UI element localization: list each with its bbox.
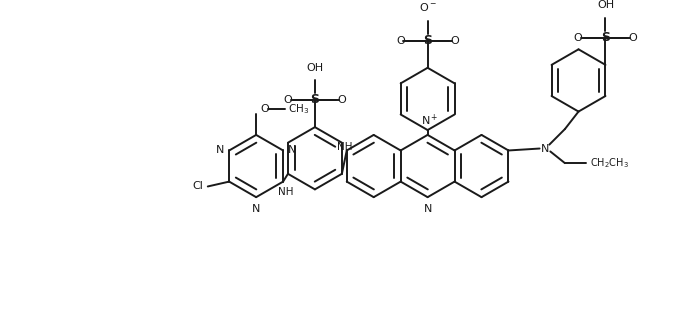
Text: N: N: [252, 204, 260, 214]
Text: O: O: [396, 36, 405, 46]
Text: N: N: [288, 145, 297, 156]
Text: CH$_3$: CH$_3$: [288, 102, 310, 116]
Text: NH: NH: [336, 142, 352, 153]
Text: N: N: [541, 144, 549, 153]
Text: CH$_2$CH$_3$: CH$_2$CH$_3$: [590, 156, 629, 170]
Text: O: O: [451, 36, 459, 46]
Text: S: S: [423, 34, 432, 47]
Text: O: O: [628, 33, 637, 43]
Text: OH: OH: [306, 63, 323, 73]
Text: Cl: Cl: [192, 181, 203, 192]
Text: O: O: [338, 95, 347, 105]
Text: NH: NH: [278, 188, 293, 197]
Text: S: S: [310, 93, 319, 106]
Text: O: O: [574, 33, 583, 43]
Text: N: N: [423, 204, 432, 214]
Text: O: O: [284, 95, 292, 105]
Text: N$^+$: N$^+$: [421, 113, 438, 128]
Text: S: S: [601, 31, 610, 44]
Text: O$^-$: O$^-$: [419, 1, 436, 13]
Text: O: O: [260, 104, 269, 114]
Text: N: N: [216, 145, 224, 156]
Text: OH: OH: [597, 0, 614, 11]
